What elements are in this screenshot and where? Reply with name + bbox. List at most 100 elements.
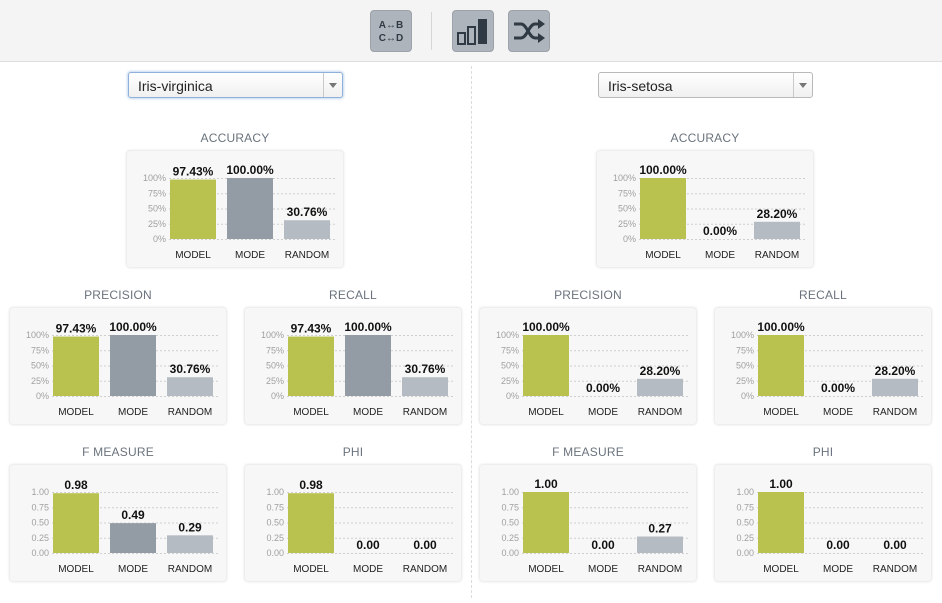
y-tick-label: 75% <box>148 188 166 198</box>
recall-title-left: RECALL <box>329 288 377 302</box>
value-label-model: 1.00 <box>534 477 558 491</box>
value-label-mode: 100.00% <box>226 163 274 177</box>
recall-chart-left: 100% 75% 50% 25% 0% 97.43% MODEL 100.00% MODE 30.… <box>245 308 461 424</box>
y-tick-label: 75% <box>266 345 284 355</box>
y-tick-label: 0.50 <box>266 518 284 528</box>
accuracy-chart-left: 100% 75% 50% 25% 0% 97.43% MODEL 100.00% MODE 30.… <box>127 151 343 267</box>
y-tick-label: 1.00 <box>736 487 754 497</box>
bar-model <box>170 179 216 239</box>
shuffle-button[interactable] <box>508 10 550 52</box>
category-label-random: RANDOM <box>403 564 447 575</box>
y-tick-label: 0% <box>153 234 166 244</box>
toolbar: A↔B C↔D <box>0 0 942 62</box>
y-tick-label: 0.00 <box>501 548 519 558</box>
recall-chart-right: 100% 75% 50% 25% 0% 100.00% MODEL 0.00% MODE 28.2… <box>715 308 931 424</box>
class-select-left[interactable]: Iris-virginica <box>128 72 343 98</box>
bar-random <box>872 378 918 396</box>
bar-mode <box>227 178 273 239</box>
panel-divider <box>471 66 472 598</box>
class-select-right[interactable]: Iris-setosa <box>598 72 813 98</box>
value-label-mode: 0.00 <box>591 538 615 552</box>
category-label-random: RANDOM <box>403 407 447 418</box>
y-tick-label: 25% <box>266 376 284 386</box>
y-tick-label: 0.50 <box>736 518 754 528</box>
bar-model <box>288 336 334 396</box>
value-label-mode: 0.00 <box>356 538 380 552</box>
value-label-random: 0.29 <box>178 520 202 534</box>
swap-classes-button[interactable]: A↔B C↔D <box>370 10 412 52</box>
category-label-model: MODEL <box>58 407 94 418</box>
value-label-model: 1.00 <box>769 477 793 491</box>
accuracy-bar-chart-left: 100% 75% 50% 25% 0% 97.43% MODEL 100.00% MODE 30.… <box>143 163 337 261</box>
bar-model <box>758 492 804 553</box>
bar-chart-button[interactable] <box>452 10 494 52</box>
category-label-mode: MODE <box>588 564 618 575</box>
y-tick-label: 100% <box>26 330 49 340</box>
category-label-random: RANDOM <box>873 564 917 575</box>
bar-model <box>53 493 99 553</box>
bar-random <box>637 378 683 396</box>
y-tick-label: 25% <box>618 219 636 229</box>
y-tick-label: 0.00 <box>736 548 754 558</box>
precision-chart-right: 100% 75% 50% 25% 0% 100.00% MODEL 0.00% MODE 28.2… <box>480 308 696 424</box>
category-label-random: RANDOM <box>638 407 682 418</box>
value-label-random: 28.20% <box>875 364 916 378</box>
bar-random <box>167 377 213 396</box>
accuracy-bar-chart-right: 100% 75% 50% 25% 0% 100.00% MODEL 0.00% MODE 28.2… <box>613 163 807 261</box>
value-label-model: 97.43% <box>56 322 97 336</box>
y-tick-label: 50% <box>618 204 636 214</box>
recall-bar-chart-right: 100% 75% 50% 25% 0% 100.00% MODEL 0.00% MODE 28.2… <box>731 320 925 418</box>
value-label-model: 97.43% <box>291 322 332 336</box>
y-tick-label: 0.50 <box>31 518 49 528</box>
accuracy-chart-right: 100% 75% 50% 25% 0% 100.00% MODEL 0.00% MODE 28.2… <box>597 151 813 267</box>
precision-bar-chart-left: 100% 75% 50% 25% 0% 97.43% MODEL 100.00% MODE 30.… <box>26 320 220 418</box>
y-tick-label: 0% <box>623 234 636 244</box>
precision-chart-left: 100% 75% 50% 25% 0% 97.43% MODEL 100.00% MODE 30.… <box>10 308 226 424</box>
category-label-mode: MODE <box>353 407 383 418</box>
swap-classes-icon: A↔B C↔D <box>372 12 410 50</box>
y-tick-label: 1.00 <box>31 487 49 497</box>
category-label-model: MODEL <box>58 564 94 575</box>
y-tick-label: 25% <box>736 376 754 386</box>
bar-chart-icon <box>454 12 492 50</box>
y-tick-label: 0% <box>36 391 49 401</box>
value-label-model: 100.00% <box>522 320 570 334</box>
y-tick-label: 0.00 <box>266 548 284 558</box>
category-label-random: RANDOM <box>873 407 917 418</box>
class-select-right-value: Iris-setosa <box>608 78 673 94</box>
bar-random <box>284 220 330 239</box>
recall-bar-chart-left: 100% 75% 50% 25% 0% 97.43% MODEL 100.00% MODE 30.… <box>261 320 455 418</box>
category-label-mode: MODE <box>823 407 853 418</box>
y-tick-label: 0% <box>741 391 754 401</box>
bar-random <box>754 221 800 239</box>
bar-random <box>167 535 213 553</box>
value-label-random: 0.27 <box>648 522 672 536</box>
category-label-mode: MODE <box>823 564 853 575</box>
y-tick-label: 0.25 <box>736 533 754 543</box>
value-label-model: 0.98 <box>299 478 323 492</box>
y-tick-label: 75% <box>618 188 636 198</box>
value-label-mode: 100.00% <box>109 320 157 334</box>
value-label-random: 30.76% <box>287 205 328 219</box>
y-tick-label: 0.25 <box>501 533 519 543</box>
y-tick-label: 0.75 <box>501 502 519 512</box>
y-tick-label: 50% <box>266 361 284 371</box>
y-tick-label: 100% <box>731 330 754 340</box>
value-label-mode: 100.00% <box>344 320 392 334</box>
value-label-random: 28.20% <box>640 364 681 378</box>
value-label-random: 0.00 <box>413 538 437 552</box>
y-tick-label: 50% <box>148 204 166 214</box>
bar-random <box>402 377 448 396</box>
bar-model <box>288 493 334 553</box>
y-tick-label: 75% <box>736 345 754 355</box>
y-tick-label: 0.75 <box>31 502 49 512</box>
f-measure-bar-chart-left: 1.00 0.75 0.50 0.25 0.00 0.98 MODEL 0.49 MODE 0.2… <box>31 478 220 575</box>
f-measure-title-right: F MEASURE <box>552 445 624 459</box>
value-label-random: 28.20% <box>757 207 798 221</box>
category-label-mode: MODE <box>235 250 265 261</box>
value-label-random: 0.00 <box>883 538 907 552</box>
y-tick-label: 0.50 <box>501 518 519 528</box>
y-tick-label: 50% <box>501 361 519 371</box>
category-label-mode: MODE <box>118 564 148 575</box>
class-select-left-value: Iris-virginica <box>138 78 213 94</box>
